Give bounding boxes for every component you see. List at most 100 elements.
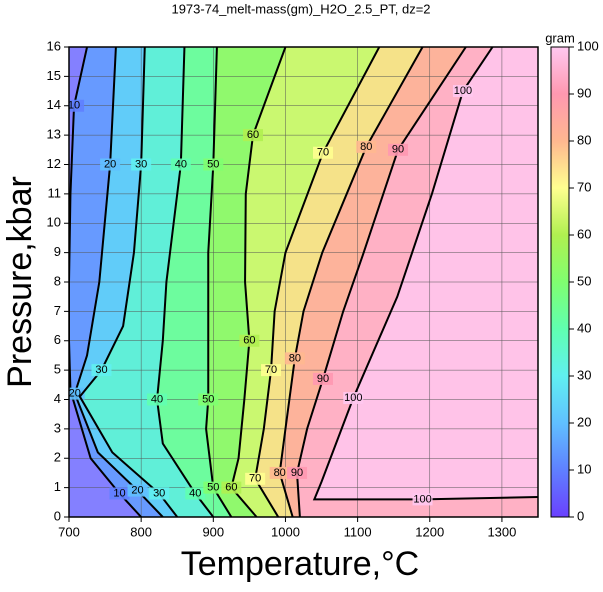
contour-label: 40 — [175, 158, 187, 170]
contour-label: 50 — [207, 482, 219, 494]
contour-label: 100 — [413, 493, 431, 505]
contour-label-bg — [245, 472, 266, 485]
y-tick-label: 13 — [47, 127, 61, 142]
contour-label-bg — [131, 158, 152, 171]
y-tick-label: 1 — [54, 479, 61, 494]
contour-label-bg — [284, 352, 305, 365]
x-tick-label: 1200 — [415, 524, 444, 539]
contour-label: 70 — [265, 364, 277, 376]
y-tick-label: 11 — [48, 185, 62, 200]
contour-label-bg — [239, 334, 260, 347]
contour-label-bg — [261, 364, 282, 377]
axes: 700 800 900 1000 1100 1200 1300012345678910111… — [47, 38, 599, 539]
y-tick-label: 10 — [47, 215, 61, 230]
y-tick-label: 9 — [54, 244, 61, 259]
contour-label: 70 — [249, 473, 261, 485]
contour-label: 80 — [360, 141, 372, 153]
contour-label: 20 — [104, 158, 116, 170]
contour-label: 10 — [113, 487, 125, 499]
colorbar-tick-label: 70 — [577, 179, 591, 194]
contour-label-bg — [242, 129, 263, 142]
contour-line — [69, 47, 142, 517]
y-tick-label: 3 — [54, 420, 61, 435]
y-tick-label: 8 — [54, 273, 61, 288]
contour-label-bg — [109, 487, 130, 500]
x-tick-label: 1100 — [344, 524, 372, 539]
contour-label: 80 — [274, 467, 286, 479]
contour-label-bg — [170, 158, 191, 171]
x-tick-label: 700 — [58, 524, 80, 539]
contour-label-bg — [198, 393, 219, 406]
contour-line — [205, 47, 233, 517]
contour-label: 50 — [207, 158, 219, 170]
x-tick-label: 1000 — [271, 524, 300, 539]
y-tick-label: 16 — [47, 38, 61, 53]
contour-label: 30 — [95, 364, 107, 376]
contour-label-bg — [312, 372, 333, 385]
contour-label: 20 — [131, 484, 143, 496]
contour-label-bg — [147, 393, 168, 406]
x-axis-label: Temperature,°C — [181, 545, 419, 583]
contour-label: 40 — [189, 487, 201, 499]
contour-label: 80 — [289, 352, 301, 364]
contour-label-bg — [412, 493, 433, 506]
contour-label: 60 — [247, 129, 259, 141]
colorbar-tick-label: 20 — [577, 414, 591, 429]
contour-label-bg — [388, 143, 409, 156]
x-tick-label: 1300 — [487, 524, 516, 539]
contour-line — [156, 47, 215, 517]
contour-label: 90 — [317, 373, 329, 385]
contour-label: 30 — [135, 158, 147, 170]
colorbar-tick-label: 50 — [577, 273, 591, 288]
contour-label-bg — [452, 85, 473, 98]
contour-label: 90 — [392, 144, 404, 156]
y-axis-label: Pressure,kbar — [1, 176, 39, 388]
colorbar — [550, 46, 570, 518]
colorbar-tick-label: 80 — [577, 132, 591, 147]
colorbar-tick-label: 90 — [577, 85, 591, 100]
contour-label-bg — [356, 140, 377, 153]
plot-fills — [69, 47, 538, 517]
y-tick-label: 4 — [54, 391, 61, 406]
contour-label-bg — [312, 146, 333, 159]
contour-label-bg — [149, 487, 170, 500]
contour-label: 90 — [291, 467, 303, 479]
contour-label-bg — [69, 99, 85, 112]
y-tick-label: 12 — [47, 156, 61, 171]
x-tick-label: 800 — [130, 524, 152, 539]
colorbar-label: gram — [545, 30, 575, 45]
contour-line — [278, 47, 424, 517]
x-tick-label: 900 — [202, 524, 224, 539]
chart-title: 1973-74_melt-mass(gm)_H2O_2.5_PT, dz=2 — [171, 1, 430, 16]
contour-label-bg — [287, 466, 308, 479]
contour-label-bg — [127, 484, 148, 497]
contour-line — [295, 47, 467, 517]
contour-label: 40 — [151, 393, 163, 405]
y-tick-label: 14 — [47, 97, 61, 112]
contour-label-bg — [221, 481, 242, 494]
colorbar-tick-label: 0 — [577, 508, 584, 523]
contour-label: 60 — [225, 482, 237, 494]
contour-line — [73, 47, 164, 517]
contour-label-bg — [185, 487, 206, 500]
contour-label-bg — [343, 392, 364, 405]
colorbar-tick-label: 40 — [577, 320, 591, 335]
contour-label-bg — [203, 481, 224, 494]
contour-label: 50 — [202, 393, 214, 405]
contour-label: 100 — [454, 85, 472, 97]
contour-lines: 10 10 20 20 20 30 30 30 40 40 40 50 50 50 60 60 60 70 70 70… — [68, 47, 538, 517]
contour-label-bg — [203, 158, 224, 171]
y-tick-label: 15 — [47, 68, 61, 83]
colorbar-tick-label: 10 — [577, 461, 591, 476]
colorbar-tick-label: 30 — [577, 367, 591, 382]
colorbar-tick-label: 100 — [577, 38, 599, 53]
contour-label: 10 — [68, 100, 80, 112]
y-tick-label: 0 — [54, 508, 61, 523]
contour-line — [254, 47, 381, 517]
contour-label: 70 — [317, 147, 329, 159]
colorbar-tick-label: 60 — [577, 226, 591, 241]
contour-label: 30 — [153, 487, 165, 499]
contour-label-bg — [269, 466, 290, 479]
y-tick-label: 5 — [54, 362, 61, 377]
